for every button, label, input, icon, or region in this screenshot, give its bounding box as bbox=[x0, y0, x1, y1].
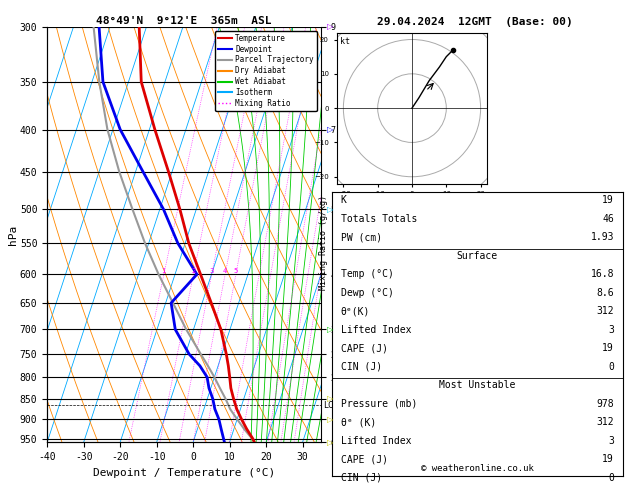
Text: CIN (J): CIN (J) bbox=[341, 473, 382, 483]
Text: 46: 46 bbox=[602, 214, 614, 224]
Text: Mixing Ratio (g/kg): Mixing Ratio (g/kg) bbox=[320, 195, 328, 291]
Text: Totals Totals: Totals Totals bbox=[341, 214, 417, 224]
Text: Most Unstable: Most Unstable bbox=[439, 381, 516, 390]
Text: Temp (°C): Temp (°C) bbox=[341, 269, 394, 279]
Text: ▷: ▷ bbox=[327, 394, 333, 403]
Text: CAPE (J): CAPE (J) bbox=[341, 454, 388, 464]
Text: K: K bbox=[341, 195, 347, 206]
Text: © weatheronline.co.uk: © weatheronline.co.uk bbox=[421, 465, 534, 473]
Text: 5: 5 bbox=[233, 268, 238, 275]
Text: 4: 4 bbox=[223, 268, 227, 275]
X-axis label: Dewpoint / Temperature (°C): Dewpoint / Temperature (°C) bbox=[93, 468, 275, 478]
Text: 3: 3 bbox=[608, 436, 614, 446]
Text: Pressure (mb): Pressure (mb) bbox=[341, 399, 417, 409]
Text: ▷: ▷ bbox=[327, 205, 333, 214]
Text: ▷: ▷ bbox=[327, 125, 333, 134]
Y-axis label: hPa: hPa bbox=[8, 225, 18, 244]
Text: 1: 1 bbox=[162, 268, 166, 275]
Text: Surface: Surface bbox=[457, 251, 498, 261]
Text: 16.8: 16.8 bbox=[591, 269, 614, 279]
Text: 0: 0 bbox=[608, 362, 614, 372]
Text: ▷: ▷ bbox=[327, 415, 333, 424]
Text: 1.93: 1.93 bbox=[591, 232, 614, 243]
Text: 0: 0 bbox=[608, 473, 614, 483]
Text: 29.04.2024  12GMT  (Base: 00): 29.04.2024 12GMT (Base: 00) bbox=[377, 17, 573, 27]
Text: Lifted Index: Lifted Index bbox=[341, 325, 411, 335]
Text: CIN (J): CIN (J) bbox=[341, 362, 382, 372]
Legend: Temperature, Dewpoint, Parcel Trajectory, Dry Adiabat, Wet Adiabat, Isotherm, Mi: Temperature, Dewpoint, Parcel Trajectory… bbox=[215, 31, 317, 111]
Text: 312: 312 bbox=[596, 306, 614, 316]
Text: 8.6: 8.6 bbox=[596, 288, 614, 298]
Text: ▷: ▷ bbox=[327, 438, 333, 447]
Text: Dewp (°C): Dewp (°C) bbox=[341, 288, 394, 298]
Text: 978: 978 bbox=[596, 399, 614, 409]
Title: 48°49'N  9°12'E  365m  ASL: 48°49'N 9°12'E 365m ASL bbox=[96, 16, 272, 26]
Text: ▷: ▷ bbox=[327, 325, 333, 334]
Text: PW (cm): PW (cm) bbox=[341, 232, 382, 243]
Text: ▷: ▷ bbox=[327, 22, 333, 31]
Text: 2: 2 bbox=[191, 268, 196, 275]
Text: LCL: LCL bbox=[323, 400, 338, 410]
Text: Lifted Index: Lifted Index bbox=[341, 436, 411, 446]
Text: kt: kt bbox=[340, 37, 350, 46]
Text: CAPE (J): CAPE (J) bbox=[341, 343, 388, 353]
Text: 3: 3 bbox=[608, 325, 614, 335]
Text: θᵉ (K): θᵉ (K) bbox=[341, 417, 376, 427]
Text: 312: 312 bbox=[596, 417, 614, 427]
Y-axis label: km
ASL: km ASL bbox=[355, 225, 370, 244]
Text: 19: 19 bbox=[602, 195, 614, 206]
Text: 19: 19 bbox=[602, 454, 614, 464]
Text: 19: 19 bbox=[602, 343, 614, 353]
Text: θᵉ(K): θᵉ(K) bbox=[341, 306, 370, 316]
Text: 3: 3 bbox=[209, 268, 214, 275]
